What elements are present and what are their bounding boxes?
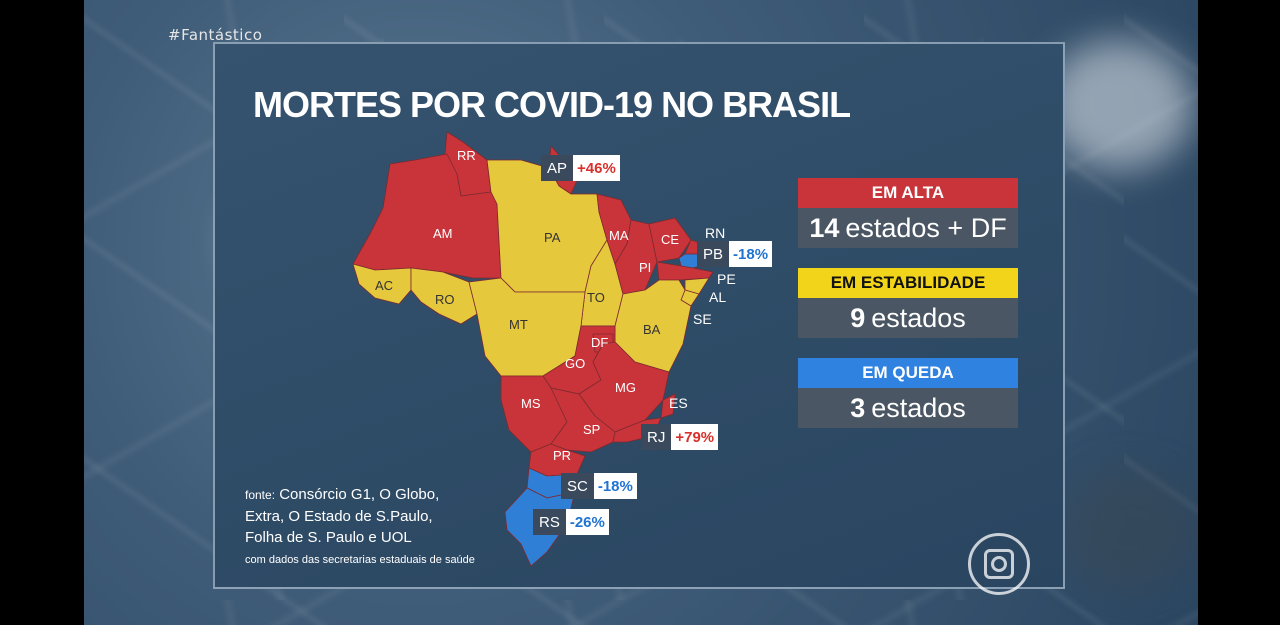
source-lead: fonte: [245,488,276,502]
label-BA: BA [643,322,661,337]
legend-count: 9 [850,302,866,333]
label-PR: PR [553,448,571,463]
label-AL: AL [709,289,726,305]
state-CE [648,217,692,263]
legend-em-estabilidade: EM ESTABILIDADE 9 estados [798,268,1018,338]
source-line: Extra, O Estado de S.Paulo, [245,508,433,525]
label-DF: DF [591,335,608,350]
label-MT: MT [509,317,528,332]
legend-body: 9 estados [798,298,1018,338]
badge-PB: PB -18% [697,241,773,267]
label-AM: AM [433,226,453,241]
state-RO [410,267,478,325]
source-line: Folha de S. Paulo e UOL [245,529,412,546]
cloud [1064,470,1194,590]
badge-RS: RS -26% [533,509,609,535]
badge-code: AP [541,155,574,181]
label-PE: PE [717,271,736,287]
globo-logo-circle [991,556,1007,572]
globo-logo-screen [984,549,1014,579]
badge-RJ: RJ +79% [641,424,719,450]
badge-pct: -18% [593,473,637,499]
badge-code: SC [561,473,594,499]
legend-unit: estados + DF [845,212,1007,243]
label-RO: RO [435,292,455,307]
badge-pct: -26% [565,509,609,535]
label-RR: RR [457,148,476,163]
badge-code: RJ [641,424,672,450]
badge-code: RS [533,509,566,535]
label-MA: MA [609,228,629,243]
legend-count: 3 [850,392,866,423]
brazil-map: RR AM PA AC RO MT TO MA PI CE BA GO DF M… [352,131,736,567]
label-SP: SP [583,422,600,437]
legend-em-queda: EM QUEDA 3 estados [798,358,1018,428]
legend-unit: estados [871,392,966,423]
source-line: Consórcio G1, O Globo, [279,486,440,503]
label-RN: RN [705,225,725,241]
label-MG: MG [615,380,636,395]
legend-head: EM ESTABILIDADE [798,268,1018,298]
legend-unit: estados [871,302,966,333]
badge-pct: +46% [573,155,620,181]
label-PA: PA [544,230,561,245]
legend-head: EM ALTA [798,178,1018,208]
label-PI: PI [639,260,651,275]
state-AC [352,263,412,305]
label-MS: MS [521,396,541,411]
badge-pct: +79% [671,424,719,450]
label-CE: CE [661,232,679,247]
legend-body: 3 estados [798,388,1018,428]
legend-em-alta: EM ALTA 14 estados + DF [798,178,1018,248]
legend-body: 14 estados + DF [798,208,1018,248]
label-ES: ES [669,395,688,411]
legend-count: 14 [809,212,840,243]
state-AM [352,153,502,279]
badge-code: PB [697,241,730,267]
state-SP [550,387,616,453]
badge-pct: -18% [729,241,773,267]
label-GO: GO [565,356,585,371]
legend-head: EM QUEDA [798,358,1018,388]
label-SE: SE [693,311,712,327]
source-note: com dados das secretarias estaduais de s… [245,554,475,566]
label-TO: TO [587,290,605,305]
page-title: MORTES POR COVID-19 NO BRASIL [253,84,851,125]
badge-AP: AP +46% [541,155,620,181]
cloud [1044,40,1194,170]
globo-logo-icon [968,533,1030,595]
source-credit: fonte: Consórcio G1, O Globo, Extra, O E… [245,484,475,571]
state-ES [660,393,676,419]
badge-SC: SC -18% [561,473,637,499]
program-hashtag: #Fantástico [168,26,263,44]
label-AC: AC [375,278,393,293]
infographic-panel: MORTES POR COVID-19 NO BRASIL [213,42,1065,589]
